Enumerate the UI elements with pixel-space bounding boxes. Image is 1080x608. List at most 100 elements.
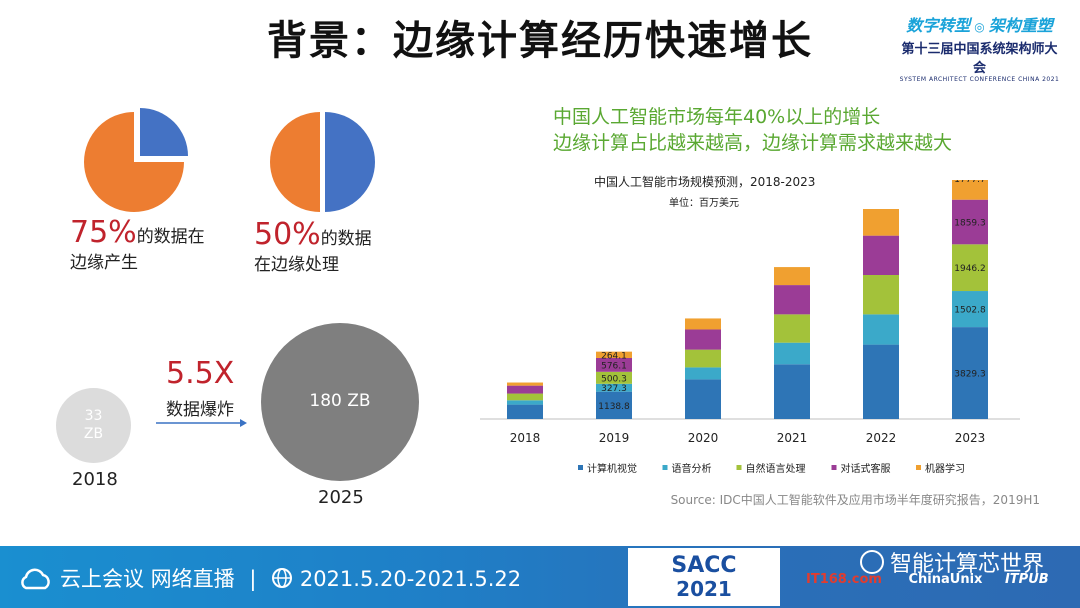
data-label-2023-0: 3829.3 — [954, 370, 986, 380]
stat-percent: 50% — [254, 217, 321, 252]
pie-half-edge — [270, 112, 320, 212]
bar-2019-series-0 — [596, 391, 632, 419]
bar-2018-series-3 — [507, 385, 543, 394]
footer-bar — [0, 546, 1080, 608]
legend-swatch-1 — [662, 465, 668, 470]
chart-title: 中国人工智能市场规模预测，2018-2023 — [594, 175, 816, 189]
bar-2021-series-4 — [774, 267, 810, 286]
legend-label-2: 自然语言处理 — [746, 462, 806, 475]
headline-line2: 边缘计算占比越来越高，边缘计算需求越来越大 — [553, 132, 953, 154]
data-label-2023-4: 1777.7 — [954, 180, 986, 185]
sacc-year: 2021 — [676, 577, 732, 601]
year-2018: 2018 — [72, 469, 118, 490]
legend-swatch-3 — [831, 465, 837, 470]
partner-itpub: ITPUB — [1004, 572, 1049, 587]
globe-icon — [272, 568, 293, 588]
conference-name-en: SYSTEM ARCHITECT CONFERENCE CHINA 2021 — [899, 76, 1060, 83]
bar-2021-series-0 — [774, 364, 810, 419]
wechat-account: 智能计算芯世界 — [859, 546, 1044, 578]
pie-50-percent — [270, 112, 375, 212]
growth-caption: 数据爆炸 — [166, 400, 234, 420]
data-2025-value: 180 ZB — [309, 391, 371, 411]
sacc-badge: SACC 2021 — [628, 548, 780, 606]
headline: 中国人工智能市场每年40%以上的增长 边缘计算占比越来越高，边缘计算需求越来越大 — [553, 104, 952, 156]
arrow-right-icon — [156, 419, 247, 427]
x-tick-label: 2023 — [955, 431, 986, 445]
bar-2022-series-2 — [863, 275, 899, 315]
data-label-2023-1: 1502.8 — [954, 306, 986, 316]
bar-2023-series-2 — [952, 244, 988, 292]
legend-swatch-2 — [736, 465, 742, 470]
bar-2023-series-3 — [952, 199, 988, 245]
legend-label-3: 对话式客服 — [841, 462, 891, 475]
slogan-right: 架构重塑 — [988, 16, 1053, 35]
data-label-2019-0: 1138.8 — [598, 402, 630, 412]
slogan-left: 数字转型 — [906, 16, 971, 35]
footer-info: 云上会议 网络直播 | 2021.5.20-2021.5.22 — [60, 563, 521, 593]
cloud-icon — [21, 568, 50, 590]
bar-2021-series-2 — [774, 314, 810, 343]
bar-2019-series-4 — [596, 351, 632, 358]
bar-2023-series-0 — [952, 327, 988, 419]
stat-50: 50%的数据 在边缘处理 — [254, 220, 372, 278]
data-label-2023-3: 1859.3 — [954, 219, 986, 229]
partner-it168: IT168.com — [806, 572, 882, 587]
bar-2020-series-1 — [685, 367, 721, 380]
stat-75: 75%的数据在 边缘产生 — [70, 218, 205, 276]
year-2025: 2025 — [318, 487, 364, 508]
stat-label: 的数据在 — [136, 227, 205, 247]
bar-2022-series-3 — [863, 235, 899, 275]
bar-2022-series-0 — [863, 344, 899, 419]
live-label: 云上会议 网络直播 — [60, 567, 235, 591]
bar-2018-series-0 — [507, 404, 543, 419]
pie-half-cloud — [325, 112, 375, 212]
dot-icon: ◎ — [974, 20, 985, 34]
x-tick-label: 2018 — [510, 431, 541, 445]
bar-2020-series-0 — [685, 379, 721, 419]
bar-2023-series-4 — [952, 180, 988, 200]
partner-logos: IT168.com ChinaUnix ITPUB — [806, 572, 1049, 587]
footer-separator: | — [249, 567, 257, 591]
legend-label-1: 语音分析 — [672, 462, 712, 475]
data-2018-circle: 33 ZB — [56, 388, 131, 463]
stat-label-line2: 边缘产生 — [70, 253, 138, 273]
stat-percent: 75% — [70, 215, 137, 250]
pie-gap — [134, 108, 188, 162]
partner-chinaunix: ChinaUnix — [908, 572, 983, 587]
conference-name: 第十三届中国系统架构师大会 — [901, 42, 1058, 76]
bar-2022-series-4 — [863, 209, 899, 236]
wechat-name: 智能计算芯世界 — [889, 552, 1044, 577]
chart-subtitle: 单位：百万美元 — [669, 198, 739, 209]
bar-2018-series-1 — [507, 400, 543, 405]
data-2018-value: 33 — [84, 408, 103, 424]
x-tick-label: 2020 — [688, 431, 719, 445]
sacc-label: SACC — [671, 553, 737, 578]
bar-2019-series-1 — [596, 383, 632, 392]
bar-2018-series-4 — [507, 382, 543, 386]
bar-2021-series-1 — [774, 342, 810, 365]
data-2025-circle: 180 ZB — [261, 323, 419, 481]
x-tick-label: 2019 — [599, 431, 630, 445]
conference-logo: 数字转型 ◎ 架构重塑 第十三届中国系统架构师大会 SYSTEM ARCHITECT… — [897, 12, 1062, 83]
legend-label-0: 计算机视觉 — [587, 462, 637, 475]
data-label-2023-2: 1946.2 — [954, 264, 986, 274]
x-tick-label: 2021 — [777, 431, 808, 445]
bar-2021-series-3 — [774, 285, 810, 315]
bar-2019-series-3 — [596, 357, 632, 372]
data-label-2019-1: 327.3 — [601, 384, 627, 394]
source-note: Source: IDC中国人工智能软件及应用市场半年度研究报告，2019H1 — [670, 493, 1040, 507]
headline-line1: 中国人工智能市场每年40%以上的增长 — [553, 106, 881, 128]
legend-swatch-4 — [916, 465, 921, 470]
bar-2023-series-1 — [952, 291, 988, 328]
legend-swatch-0 — [578, 465, 583, 470]
data-label-2019-3: 576.1 — [601, 361, 627, 371]
data-label-2019-2: 500.3 — [601, 374, 627, 384]
data-label-2019-4: 264.1 — [601, 351, 627, 361]
stat-label-line2: 在边缘处理 — [254, 255, 339, 275]
event-dates: 2021.5.20-2021.5.22 — [299, 567, 522, 591]
pie-slice-cloud — [140, 108, 188, 156]
pie-75-percent — [84, 108, 188, 212]
wechat-icon — [859, 550, 884, 574]
growth-multiplier: 5.5X — [166, 356, 235, 391]
